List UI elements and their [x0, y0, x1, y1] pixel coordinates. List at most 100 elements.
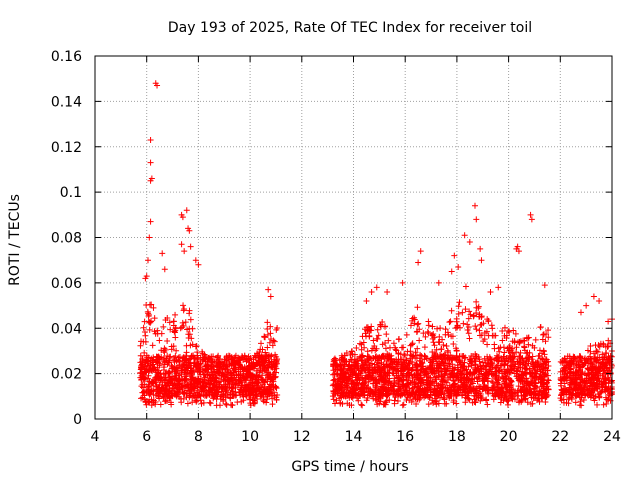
data-point: [170, 343, 177, 350]
data-point: [434, 325, 441, 332]
data-point: [484, 353, 491, 360]
data-point: [373, 369, 380, 376]
data-point: [501, 324, 508, 331]
data-point: [273, 396, 280, 403]
data-point: [230, 392, 237, 399]
data-point: [495, 358, 502, 365]
data-point: [504, 401, 511, 408]
data-point: [337, 399, 344, 406]
data-point: [174, 380, 181, 387]
data-point: [437, 394, 444, 401]
data-point: [173, 347, 180, 354]
data-point: [267, 293, 274, 300]
data-point: [599, 372, 606, 379]
data-point: [138, 338, 145, 345]
data-point: [251, 400, 258, 407]
data-point: [166, 393, 173, 400]
data-point: [229, 361, 236, 368]
data-point: [363, 298, 370, 305]
data-point: [576, 390, 583, 397]
data-point: [351, 381, 358, 388]
data-point: [184, 326, 191, 333]
data-point: [147, 159, 154, 166]
data-point: [245, 390, 252, 397]
data-point: [429, 332, 436, 339]
data-point: [339, 392, 346, 399]
data-point: [150, 391, 157, 398]
data-point: [448, 307, 455, 314]
data-point: [172, 366, 179, 373]
data-point: [545, 327, 552, 334]
data-point: [349, 394, 356, 401]
data-point: [481, 329, 488, 336]
data-point: [220, 397, 227, 404]
data-point: [466, 356, 473, 363]
data-point: [525, 334, 532, 341]
data-point: [450, 397, 457, 404]
data-point: [403, 382, 410, 389]
data-point: [374, 364, 381, 371]
data-point: [438, 345, 445, 352]
data-point: [536, 395, 543, 402]
data-point: [425, 318, 432, 325]
data-point: [425, 330, 432, 337]
data-point: [187, 316, 194, 323]
data-point: [588, 389, 595, 396]
data-point: [241, 387, 248, 394]
data-point: [191, 360, 198, 367]
data-point: [457, 370, 464, 377]
data-point: [253, 372, 260, 379]
data-point: [507, 369, 514, 376]
data-point: [138, 376, 145, 383]
data-point: [578, 371, 585, 378]
data-point: [154, 353, 161, 360]
data-point: [502, 393, 509, 400]
data-point: [584, 347, 591, 354]
data-point: [272, 361, 279, 368]
data-point: [472, 323, 479, 330]
data-point: [178, 241, 185, 248]
data-point: [180, 302, 187, 309]
data-point: [212, 377, 219, 384]
y-tick-label: 0.06: [51, 276, 82, 292]
data-point: [396, 375, 403, 382]
y-tick-label: 0.04: [51, 321, 82, 337]
data-point: [185, 359, 192, 366]
data-point: [391, 397, 398, 404]
data-point: [157, 401, 164, 408]
data-point: [566, 374, 573, 381]
data-point: [143, 389, 150, 396]
data-point: [164, 337, 171, 344]
data-point: [239, 381, 246, 388]
data-point: [531, 366, 538, 373]
data-point: [454, 389, 461, 396]
data-point: [452, 345, 459, 352]
data-point: [473, 326, 480, 333]
data-point: [158, 330, 165, 337]
data-point: [424, 370, 431, 377]
data-point: [539, 391, 546, 398]
data-point: [536, 352, 543, 359]
data-point: [147, 218, 154, 225]
data-point: [478, 365, 485, 372]
data-point: [170, 318, 177, 325]
data-point: [433, 388, 440, 395]
data-point: [190, 352, 197, 359]
data-point: [592, 383, 599, 390]
data-point: [199, 357, 206, 364]
data-point: [168, 390, 175, 397]
data-point: [506, 375, 513, 382]
data-point: [441, 396, 448, 403]
data-point: [213, 396, 220, 403]
data-point: [399, 381, 406, 388]
y-tick-label: 0: [73, 412, 82, 428]
data-point: [598, 360, 605, 367]
data-point: [171, 328, 178, 335]
data-point: [518, 398, 525, 405]
data-point: [515, 383, 522, 390]
data-point: [422, 333, 429, 340]
data-point: [430, 357, 437, 364]
data-point: [382, 323, 389, 330]
data-point: [513, 344, 520, 351]
data-point: [473, 310, 480, 317]
